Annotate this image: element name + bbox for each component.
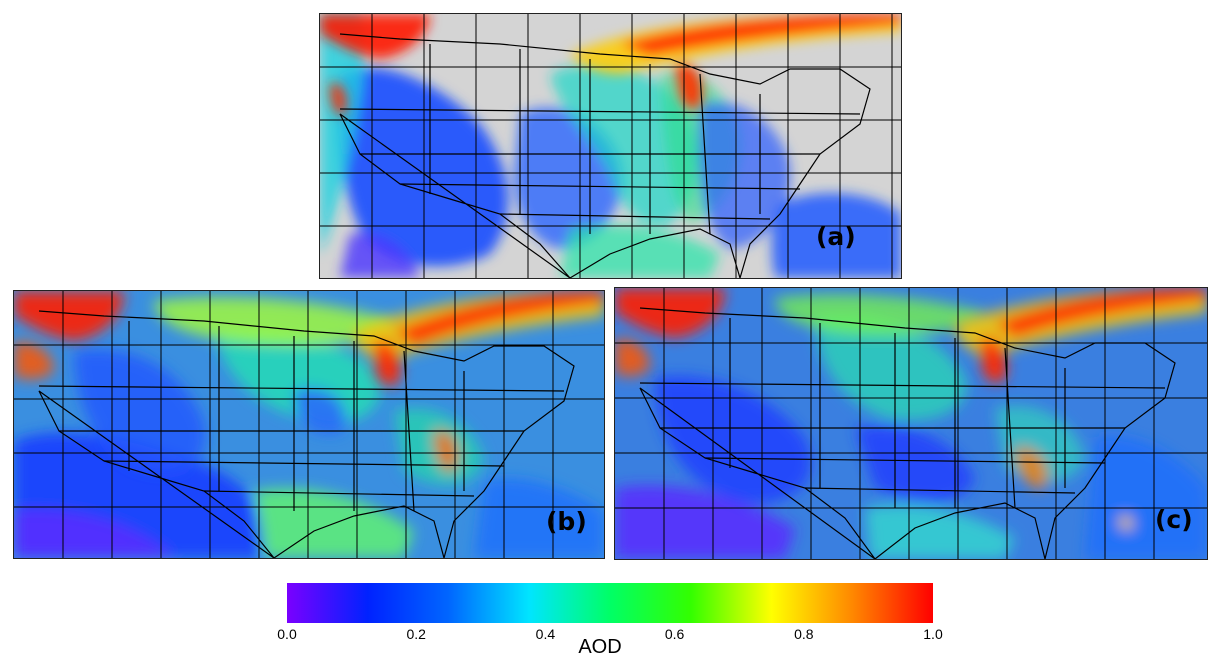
grid-lines-a <box>320 14 901 278</box>
colorbar-tick-label: 0.4 <box>535 626 556 642</box>
colorbar-tick-label: 0.0 <box>277 626 297 642</box>
aod-map-c <box>615 288 1207 559</box>
colorbar-tick-label: 1.0 <box>923 626 943 642</box>
panel-label-c: (c) <box>1155 505 1193 534</box>
aod-map-a <box>320 14 901 278</box>
map-panel-a <box>319 13 902 279</box>
aod-map-b <box>14 291 604 558</box>
colorbar-title: AOD <box>578 636 622 658</box>
us-boundaries-a <box>339 33 871 278</box>
us-boundaries-c <box>639 307 1176 559</box>
grid-lines-b <box>14 291 604 558</box>
colorbar-tick-label: 0.2 <box>406 626 426 642</box>
map-panel-c <box>614 287 1208 560</box>
map-panel-b <box>13 290 605 559</box>
aod-colorbar <box>287 583 933 623</box>
colorbar-tick-label: 0.6 <box>664 626 685 642</box>
us-boundaries-b <box>38 310 575 558</box>
panel-label-a: (a) <box>816 222 856 251</box>
colorbar-tick-label: 0.8 <box>794 626 814 642</box>
grid-lines-c <box>615 288 1207 559</box>
panel-label-b: (b) <box>546 507 587 536</box>
